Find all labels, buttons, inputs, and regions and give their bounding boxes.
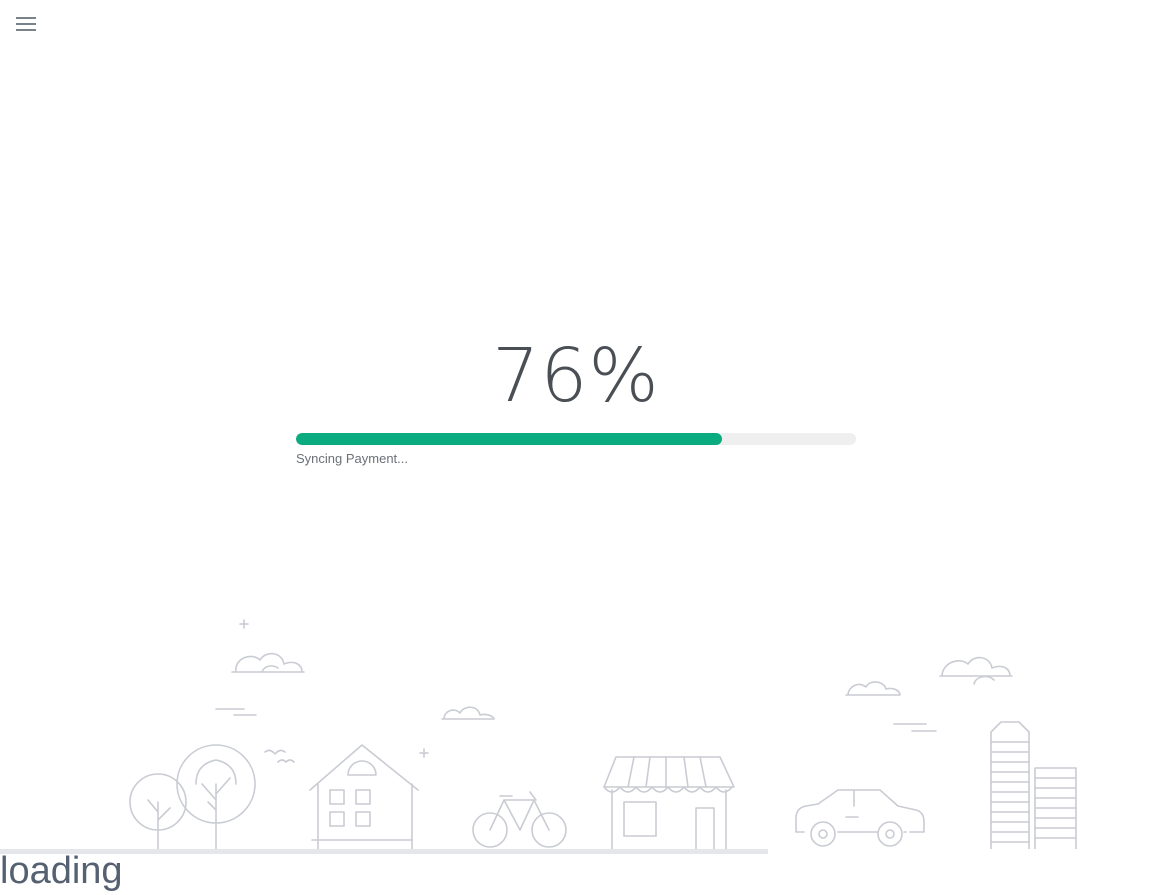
cloud-icon <box>845 656 1013 696</box>
progress-status-text: Syncing Payment... <box>296 451 408 466</box>
progress-bar-fill <box>296 433 722 445</box>
birds-icon <box>264 749 295 763</box>
shop-icon <box>603 756 735 851</box>
page-loading-bar-fill <box>0 849 769 854</box>
cloud-icon <box>231 652 305 673</box>
sparkle-icon <box>239 619 429 758</box>
wind-lines <box>215 708 257 716</box>
hamburger-menu-icon[interactable] <box>14 13 38 35</box>
loading-label: loading <box>0 850 123 892</box>
house-icon <box>309 744 419 851</box>
progress-bar <box>296 433 856 445</box>
buildings-icon <box>990 721 1077 851</box>
car-icon <box>795 789 925 847</box>
page-loading-bar <box>0 849 1152 854</box>
progress-percentage: 76% <box>492 333 660 419</box>
city-illustration <box>0 600 1152 855</box>
cloud-icon <box>441 706 495 720</box>
bicycle-icon <box>472 791 567 848</box>
tree-icon <box>129 744 256 851</box>
wind-lines <box>893 723 937 732</box>
